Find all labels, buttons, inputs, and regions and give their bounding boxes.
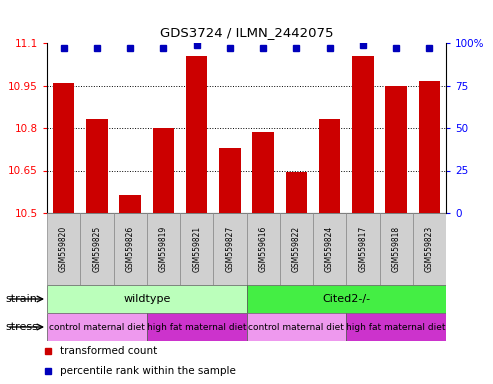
Text: strain: strain — [5, 294, 37, 304]
Bar — [186, 56, 208, 213]
Text: control maternal diet: control maternal diet — [248, 323, 344, 331]
Text: GSM559824: GSM559824 — [325, 226, 334, 272]
Text: GSM559823: GSM559823 — [425, 226, 434, 272]
Bar — [246, 285, 446, 313]
Bar — [86, 119, 107, 213]
Bar — [152, 128, 174, 213]
Bar — [47, 213, 80, 285]
Text: wildtype: wildtype — [123, 294, 171, 304]
Bar — [80, 213, 113, 285]
Bar — [47, 285, 247, 313]
Text: GSM559616: GSM559616 — [259, 226, 268, 272]
Bar — [147, 213, 180, 285]
Text: stress: stress — [5, 322, 38, 332]
Bar — [119, 195, 141, 213]
Text: control maternal diet: control maternal diet — [49, 323, 145, 331]
Bar — [113, 213, 147, 285]
Text: GSM559819: GSM559819 — [159, 226, 168, 272]
Bar — [285, 172, 307, 213]
Bar — [246, 213, 280, 285]
Text: high fat maternal diet: high fat maternal diet — [347, 323, 446, 331]
Bar — [180, 213, 213, 285]
Bar — [352, 56, 374, 213]
Bar — [380, 213, 413, 285]
Text: high fat maternal diet: high fat maternal diet — [147, 323, 246, 331]
Text: GSM559826: GSM559826 — [126, 226, 135, 272]
Text: GSM559825: GSM559825 — [92, 226, 102, 272]
Bar — [47, 313, 147, 341]
Bar — [319, 119, 341, 213]
Text: GSM559822: GSM559822 — [292, 226, 301, 272]
Text: transformed count: transformed count — [60, 346, 157, 356]
Bar — [346, 213, 380, 285]
Text: GSM559817: GSM559817 — [358, 226, 367, 272]
Text: GSM559820: GSM559820 — [59, 226, 68, 272]
Text: Cited2-/-: Cited2-/- — [322, 294, 370, 304]
Bar — [246, 313, 346, 341]
Title: GDS3724 / ILMN_2442075: GDS3724 / ILMN_2442075 — [160, 26, 333, 39]
Bar — [386, 86, 407, 213]
Bar — [147, 313, 246, 341]
Bar — [313, 213, 346, 285]
Bar — [213, 213, 246, 285]
Bar — [252, 132, 274, 213]
Text: GSM559821: GSM559821 — [192, 226, 201, 272]
Bar — [280, 213, 313, 285]
Text: GSM559818: GSM559818 — [391, 226, 401, 272]
Bar — [53, 83, 74, 213]
Bar — [219, 148, 241, 213]
Bar — [346, 313, 446, 341]
Bar — [413, 213, 446, 285]
Text: percentile rank within the sample: percentile rank within the sample — [60, 366, 236, 376]
Bar — [419, 81, 440, 213]
Text: GSM559827: GSM559827 — [225, 226, 234, 272]
